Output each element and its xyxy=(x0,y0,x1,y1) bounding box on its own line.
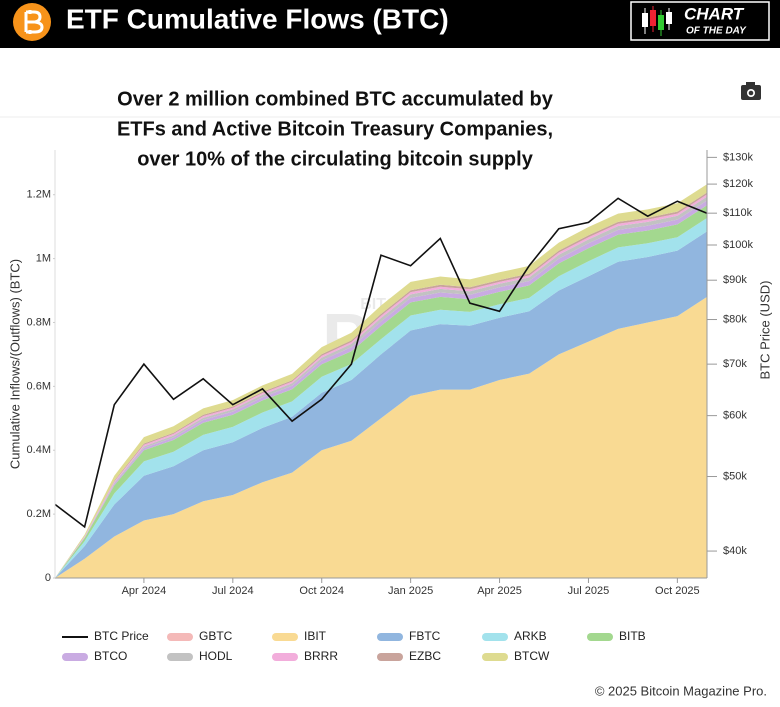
legend-item[interactable]: EZBC xyxy=(377,649,441,663)
area xyxy=(55,205,707,579)
legend-label: EZBC xyxy=(409,649,441,663)
legend-label: BTCO xyxy=(94,649,127,663)
legend-swatch xyxy=(62,653,88,661)
legend-label: FBTC xyxy=(409,629,441,643)
legend-swatch xyxy=(377,633,403,641)
legend-label: ARKB xyxy=(514,629,547,643)
x-tick-label: Jul 2025 xyxy=(568,585,610,597)
legend-item[interactable]: BTCO xyxy=(62,649,127,663)
x-tick-label: Apr 2024 xyxy=(122,585,167,597)
legend-swatch xyxy=(167,633,193,641)
price-line xyxy=(54,197,708,529)
camera-button[interactable] xyxy=(741,82,761,100)
y-tick-label: 1M xyxy=(36,253,51,265)
y2-tick-label: $60k xyxy=(723,410,747,422)
chart-title: ETFs and Active Bitcoin Treasury Compani… xyxy=(117,118,553,140)
copyright: © 2025 Bitcoin Magazine Pro. xyxy=(595,683,767,698)
legend-item[interactable]: BTCW xyxy=(482,649,550,663)
area xyxy=(55,231,707,578)
legend-label: GBTC xyxy=(199,629,233,643)
legend-label: BTC Price xyxy=(94,629,149,643)
badge-bottom: OF THE DAY xyxy=(686,26,747,37)
chart-title: Over 2 million combined BTC accumulated … xyxy=(117,88,554,110)
legend-label: IBIT xyxy=(304,629,327,643)
y2-tick-label: $100k xyxy=(723,239,753,251)
y2-tick-label: $120k xyxy=(723,178,753,190)
legend-item[interactable]: BTC Price xyxy=(62,629,149,643)
legend-item[interactable]: ARKB xyxy=(482,629,547,643)
legend-swatch xyxy=(377,653,403,661)
legend-label: BRRR xyxy=(304,649,338,663)
y2-tick-label: $80k xyxy=(723,313,747,325)
y2-tick-label: $110k xyxy=(723,207,753,219)
x-tick-label: Jan 2025 xyxy=(388,585,433,597)
area xyxy=(55,296,707,578)
chart-of-the-day-badge: CHART OF THE DAY xyxy=(630,1,770,41)
legend-label: BTCW xyxy=(514,649,550,663)
legend-swatch xyxy=(272,653,298,661)
y2-axis-title: BTC Price (USD) xyxy=(757,281,772,380)
y2-tick-label: $70k xyxy=(723,358,747,370)
y-axis-title: Cumulative Inflows/(Outflows) (BTC) xyxy=(7,259,22,469)
legend-item[interactable]: HODL xyxy=(167,649,233,663)
y-tick-label: 0.2M xyxy=(27,508,51,520)
legend-item[interactable]: BRRR xyxy=(272,649,338,663)
legend-item[interactable]: IBIT xyxy=(272,629,327,643)
x-tick-label: Apr 2025 xyxy=(477,585,522,597)
legend-item[interactable]: GBTC xyxy=(167,629,233,643)
x-tick-label: Oct 2024 xyxy=(299,585,344,597)
badge-top: CHART xyxy=(684,4,745,23)
y-tick-label: 0.8M xyxy=(27,316,51,328)
y2-tick-label: $40k xyxy=(723,545,747,557)
legend-swatch xyxy=(482,653,508,661)
legend-swatch xyxy=(587,633,613,641)
y2-tick-label: $50k xyxy=(723,470,747,482)
legend-item[interactable]: BITB xyxy=(587,629,646,643)
x-tick-label: Jul 2024 xyxy=(212,585,254,597)
y2-tick-label: $130k xyxy=(723,151,753,163)
legend-item[interactable]: FBTC xyxy=(377,629,441,643)
legend-swatch xyxy=(167,653,193,661)
legend-label: BITB xyxy=(619,629,646,643)
area xyxy=(55,218,707,578)
x-tick-label: Oct 2025 xyxy=(655,585,700,597)
y-tick-label: 1.2M xyxy=(27,189,51,201)
chart-title: over 10% of the circulating bitcoin supp… xyxy=(137,148,534,170)
plot-area xyxy=(54,184,708,579)
bitcoin-logo xyxy=(13,3,51,41)
y2-tick-label: $90k xyxy=(723,274,747,286)
y-tick-label: 0.4M xyxy=(27,444,51,456)
y-tick-label: 0 xyxy=(45,572,51,584)
legend-swatch xyxy=(482,633,508,641)
y-tick-label: 0.6M xyxy=(27,380,51,392)
header-title: ETF Cumulative Flows (BTC) xyxy=(66,3,449,34)
legend-label: HODL xyxy=(199,649,233,663)
legend-swatch xyxy=(272,633,298,641)
